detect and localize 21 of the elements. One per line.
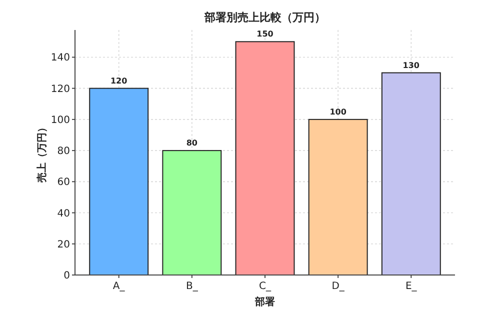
y-tick-label: 140: [50, 52, 70, 64]
x-tick-label: D_: [332, 281, 346, 292]
y-tick-label: 80: [57, 146, 70, 158]
y-tick-label: 120: [50, 84, 70, 95]
data-label: 80: [186, 138, 198, 148]
x-axis-title: 部署: [254, 296, 275, 308]
y-tick-label: 0: [64, 270, 70, 282]
y-axis-title: 売上（万円）: [36, 122, 48, 182]
data-label: 100: [330, 107, 347, 116]
x-tick-label: E_: [405, 281, 418, 292]
y-tick-label: 20: [57, 239, 70, 250]
x-tick-label: B_: [186, 281, 199, 292]
y-tick-label: 100: [50, 114, 70, 126]
x-tick-label: A_: [112, 281, 126, 292]
data-label: 150: [256, 30, 274, 39]
data-label: 130: [402, 60, 420, 70]
x-tick-label: C_: [259, 281, 272, 292]
chart-title: 部署別売上比較（万円）: [204, 11, 326, 24]
y-tick-label: 60: [57, 177, 70, 188]
y-tick-label: 40: [57, 208, 70, 220]
data-label: 120: [110, 76, 128, 86]
